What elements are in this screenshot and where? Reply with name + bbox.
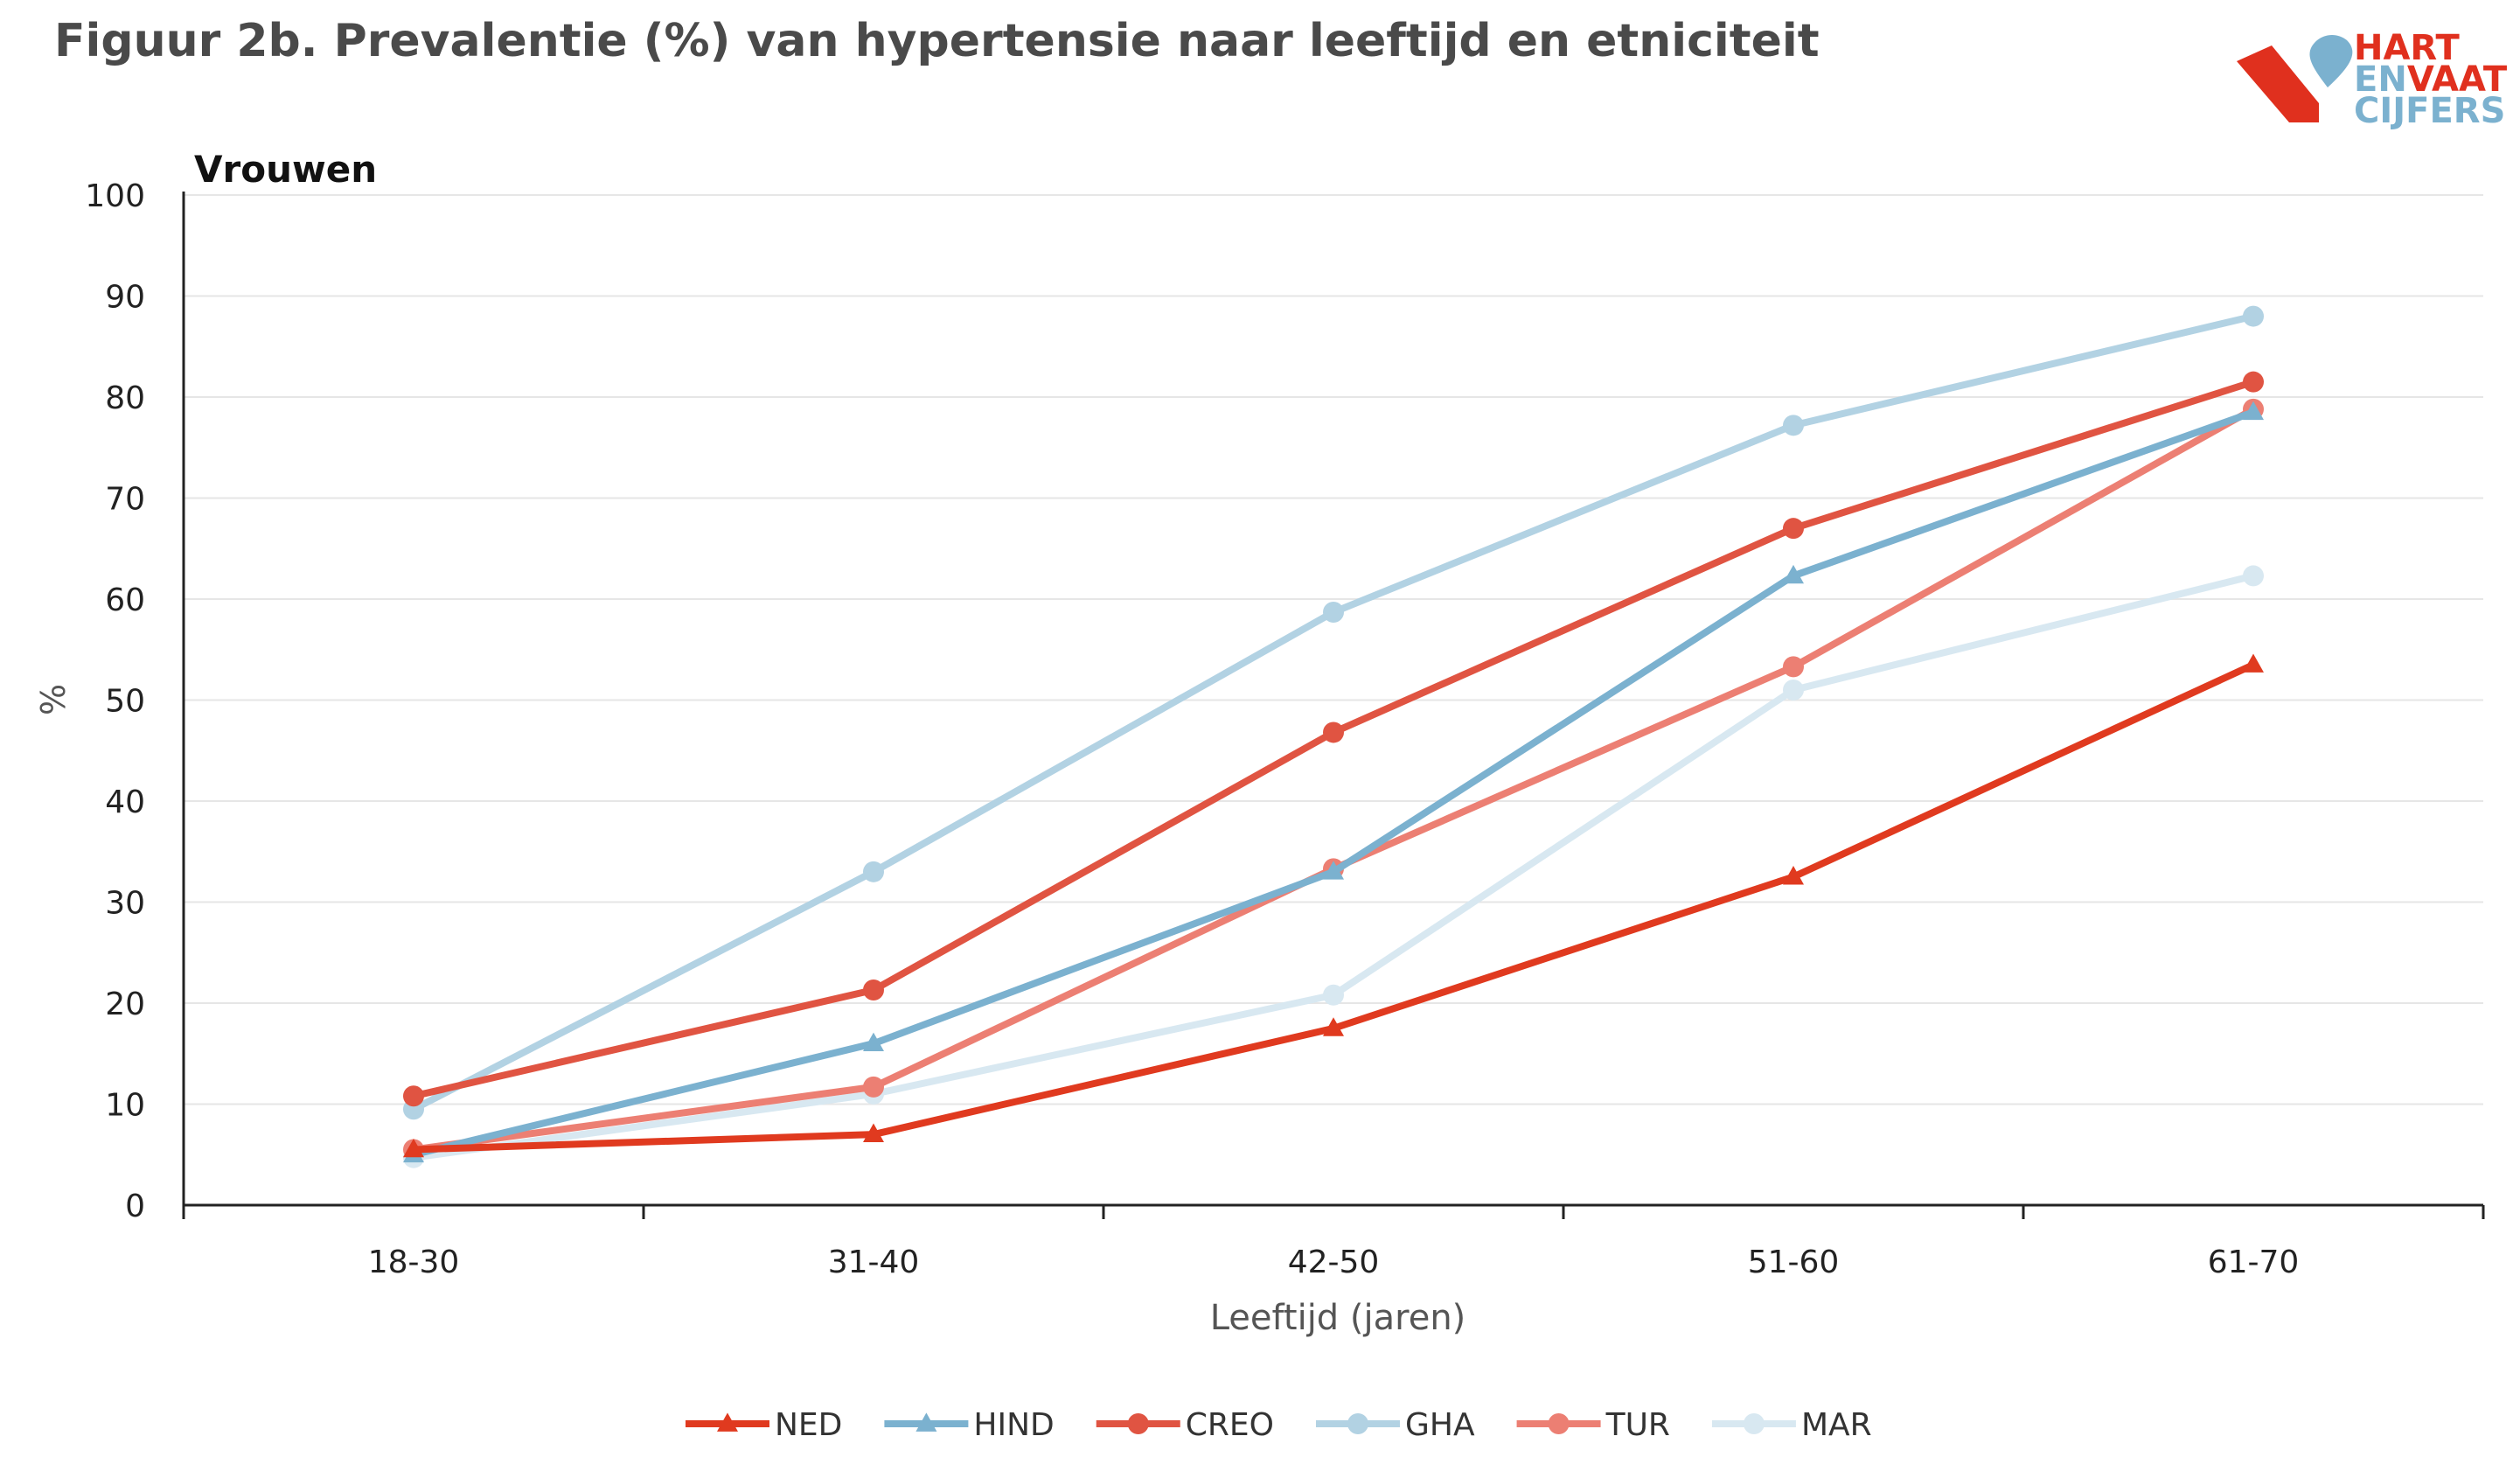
data-point: [1783, 656, 1804, 678]
x-tick-label: 61-70: [2208, 1244, 2300, 1280]
y-tick-labels: 0 10 20 30 40 50 60 70 80 90 100: [85, 178, 145, 1224]
x-tick-label: 31-40: [828, 1244, 920, 1280]
data-point: [2243, 305, 2264, 327]
data-point: [1783, 518, 1804, 540]
logo-text-en: EN: [2354, 59, 2407, 100]
y-tick-label: 50: [105, 684, 145, 720]
data-point: [863, 1076, 884, 1098]
series-line: [410, 408, 2257, 1159]
legend-item-gha: GHA: [1315, 1407, 1475, 1443]
legend-swatch-marker: [1548, 1413, 1570, 1434]
series-gha: [403, 305, 2264, 1120]
data-point: [403, 1138, 424, 1158]
series-ned: [403, 653, 2264, 1158]
data-point: [1323, 602, 1344, 624]
logo-text-hart: HART: [2354, 28, 2460, 68]
data-point: [863, 1032, 884, 1052]
legend-label: CREO: [1186, 1407, 1274, 1443]
chart-title: Figuur 2b. Prevalentie (%) van hypertens…: [54, 15, 1820, 67]
y-tick-label: 0: [125, 1189, 145, 1224]
data-point: [1783, 564, 1804, 584]
data-point: [863, 861, 884, 882]
logo-text-vaat: VAAT: [2407, 59, 2508, 100]
legend-label: HIND: [973, 1407, 1054, 1443]
data-point: [1323, 1017, 1344, 1036]
data-point: [863, 979, 884, 1000]
y-axis-label: %: [34, 684, 73, 715]
legend-label: MAR: [1801, 1407, 1872, 1443]
legend-swatch-marker: [1127, 1413, 1149, 1434]
data-point: [1323, 861, 1344, 880]
x-axis-label: Leeftijd (jaren): [1210, 1298, 1466, 1338]
data-point: [863, 1123, 884, 1142]
chart-subtitle: Vrouwen: [194, 148, 377, 191]
legend-swatch-marker: [1347, 1413, 1368, 1434]
series-line: [410, 405, 2257, 1154]
y-tick-label: 60: [105, 582, 145, 618]
legend-item-creo: CREO: [1096, 1407, 1274, 1443]
logo-v-mark: [2237, 45, 2319, 122]
logo-text-cijfers: CIJFERS: [2354, 91, 2505, 131]
legend-label: GHA: [1405, 1407, 1475, 1443]
series-creo: [403, 371, 2264, 1107]
data-point: [1783, 866, 1804, 885]
y-tick-label: 20: [105, 986, 145, 1022]
logo: HART ENVAAT CIJFERS: [2237, 28, 2508, 131]
x-tick-label: 18-30: [368, 1244, 460, 1280]
y-tick-label: 40: [105, 784, 145, 820]
data-point: [1323, 722, 1344, 743]
legend-swatch-marker: [717, 1412, 738, 1432]
logo-text-envaat: ENVAAT: [2354, 59, 2508, 100]
y-tick-label: 70: [105, 482, 145, 518]
data-point: [2243, 401, 2264, 421]
legend-item-ned: NED: [686, 1407, 842, 1443]
legend-swatch-marker: [1743, 1413, 1765, 1434]
data-point: [2243, 653, 2264, 673]
series-lines: [403, 305, 2264, 1168]
legend-item-hind: HIND: [884, 1407, 1055, 1443]
gridlines: [184, 194, 2483, 1105]
legend-swatch-marker: [915, 1412, 937, 1432]
data-point: [1323, 984, 1344, 1006]
data-point: [2243, 371, 2264, 393]
x-tick-label: 51-60: [1748, 1244, 1840, 1280]
series-tur: [403, 398, 2264, 1161]
x-tick-label: 42-50: [1288, 1244, 1380, 1280]
data-point: [2243, 565, 2264, 587]
logo-drop-mark: [2309, 35, 2353, 87]
y-tick-label: 80: [105, 380, 145, 416]
series-hind: [403, 401, 2264, 1163]
y-tick-label: 30: [105, 886, 145, 922]
axes: [182, 192, 2485, 1219]
data-point: [1783, 679, 1804, 701]
x-tick-labels: 18-30 31-40 42-50 51-60 61-70: [368, 1244, 2300, 1280]
data-point: [403, 1085, 424, 1107]
y-tick-label: 100: [85, 178, 145, 214]
legend: NED HIND CREO GHA TUR MAR: [686, 1407, 1872, 1443]
data-point: [1783, 415, 1804, 436]
legend-label: TUR: [1605, 1407, 1670, 1443]
y-tick-label: 10: [105, 1088, 145, 1124]
legend-label: NED: [775, 1407, 842, 1443]
y-tick-label: 90: [105, 280, 145, 316]
legend-item-mar: MAR: [1711, 1407, 1872, 1443]
legend-item-tur: TUR: [1516, 1407, 1670, 1443]
